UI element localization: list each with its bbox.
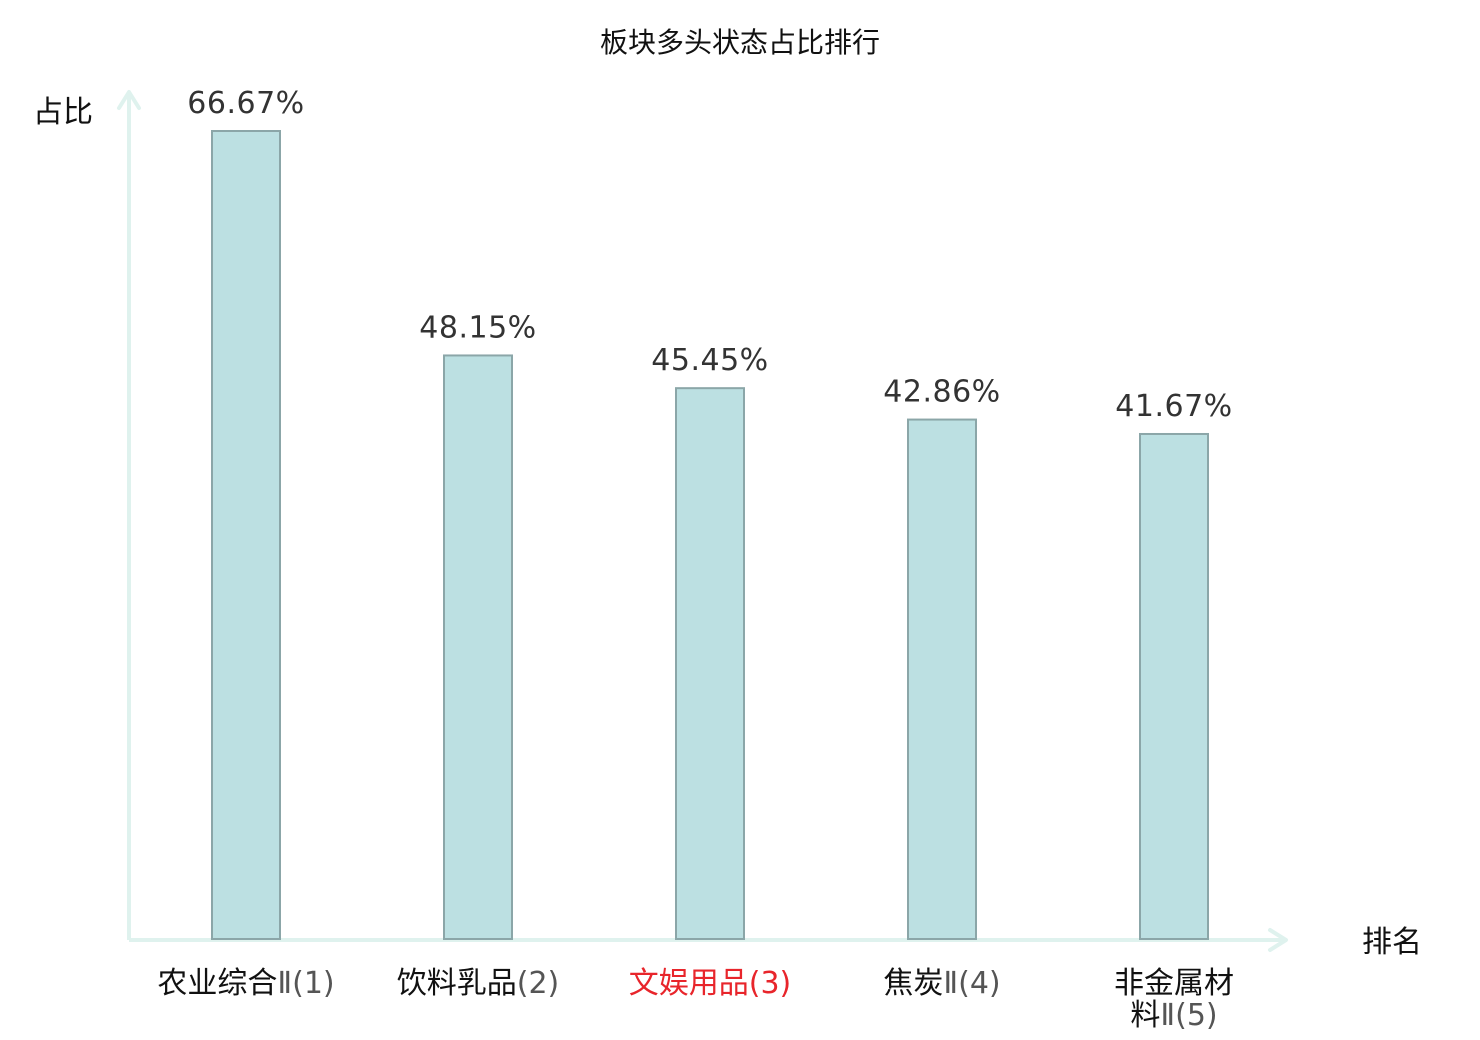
category-labels-group: 农业综合Ⅱ(1) 饮料乳品(2) 文娱用品(3) 焦炭Ⅱ(4) 非金属材料Ⅱ(5)	[157, 966, 1234, 1033]
x-axis-arrow-icon	[1268, 928, 1288, 952]
bars-group	[211, 130, 1209, 941]
chart-title: 板块多头状态占比排行	[600, 26, 880, 59]
value-label-3: 45.45%	[651, 343, 768, 378]
value-label-5: 41.67%	[1115, 389, 1232, 424]
bar-1	[211, 130, 281, 940]
x-axis-label: 排名	[1362, 925, 1422, 960]
y-axis	[117, 90, 141, 940]
category-label-3: 文娱用品(3)	[629, 966, 792, 1001]
y-axis-label: 占比	[33, 95, 93, 130]
value-label-4: 42.86%	[883, 375, 1000, 410]
value-label-1: 66.67%	[187, 86, 304, 121]
bar-4	[907, 418, 977, 941]
category-label-5: 非金属材料Ⅱ(5)	[1114, 966, 1234, 1033]
bar-5	[1139, 432, 1209, 940]
y-axis-arrow-icon	[117, 90, 141, 110]
category-label-1: 农业综合Ⅱ(1)	[157, 966, 334, 1001]
value-label-2: 48.15%	[419, 310, 536, 345]
category-label-4: 焦炭Ⅱ(4)	[883, 966, 1000, 1001]
bar-2	[443, 354, 513, 940]
category-label-2: 饮料乳品(2)	[397, 966, 560, 1001]
bar-3	[675, 387, 745, 941]
value-labels-group: 66.67% 48.15% 45.45% 42.86% 41.67%	[187, 86, 1232, 424]
